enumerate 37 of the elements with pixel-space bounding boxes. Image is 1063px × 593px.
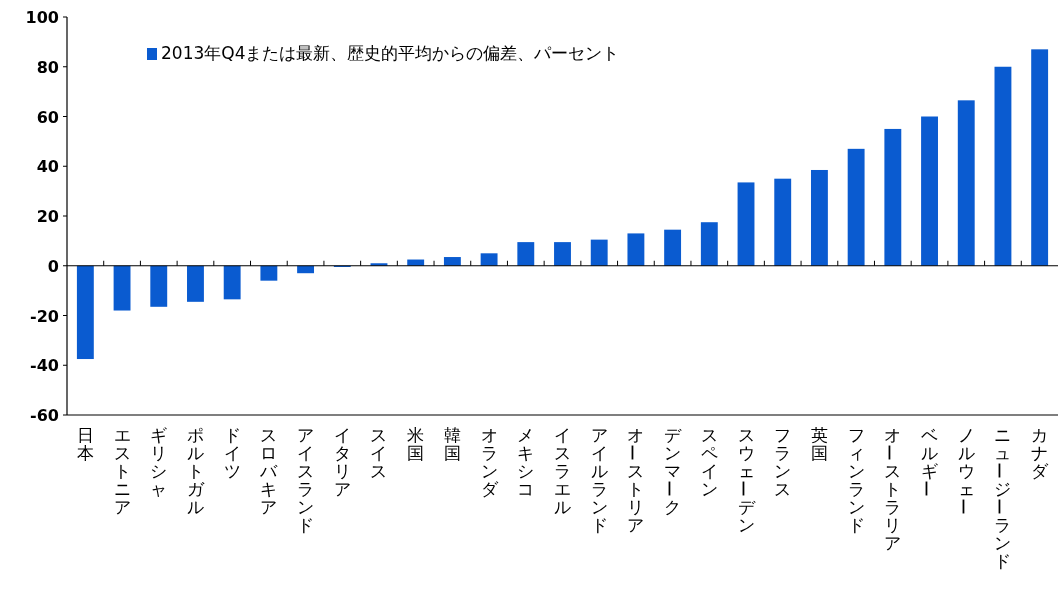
x-tick-label: ギリシャ: [150, 425, 168, 499]
x-tick-label: イタリア: [333, 425, 351, 499]
x-tick-label: ベルギー: [916, 425, 939, 497]
x-tick-label: ノルウェー: [952, 425, 975, 515]
y-tick-label: -60: [30, 406, 59, 425]
x-tick-label: 韓国: [443, 425, 461, 463]
y-tick-label: 0: [47, 256, 59, 276]
x-tick-label: オーストラリア: [879, 425, 902, 553]
x-tick-label: カナダ: [1031, 425, 1050, 481]
y-tick-label: 60: [36, 107, 59, 127]
x-tick-label: ドイツ: [223, 425, 241, 481]
x-tick-label: 日本: [76, 425, 94, 463]
x-tick-label: スウェーデン: [732, 425, 756, 535]
x-tick-label: スロバキア: [259, 425, 279, 517]
x-tick-label: ニュージーランド: [989, 425, 1012, 571]
x-tick-label: エストニア: [113, 425, 131, 517]
y-tick-label: 80: [36, 57, 59, 77]
x-tick-label: メキシコ: [517, 425, 535, 499]
y-tick-label: -20: [30, 306, 59, 326]
x-tick-label: イスラエル: [554, 425, 571, 517]
x-tick-label: デンマーク: [659, 425, 683, 517]
x-tick-label: フィンランド: [847, 425, 865, 535]
x-tick-label: アイスランド: [297, 425, 315, 535]
x-tick-label: アイルランド: [590, 425, 608, 535]
y-tick-label: 100: [25, 8, 59, 27]
x-tick-label: フランス: [774, 425, 792, 499]
x-tick-label: オランダ: [480, 425, 499, 499]
x-tick-label: オーストリア: [622, 425, 645, 535]
x-tick-label: 英国: [810, 425, 828, 463]
x-tick-label: ポルトガル: [186, 425, 205, 517]
y-tick-label: 20: [36, 207, 59, 226]
legend-label: 2013年Q4または最新、歴史的平均からの偏差、パーセント: [161, 43, 620, 63]
x-tick-label: スペイン: [700, 425, 718, 499]
x-tick-label: スイス: [370, 425, 388, 481]
y-tick-label: 40: [36, 157, 59, 177]
x-tick-label: 米国: [407, 425, 425, 463]
y-tick-label: -40: [30, 356, 59, 376]
